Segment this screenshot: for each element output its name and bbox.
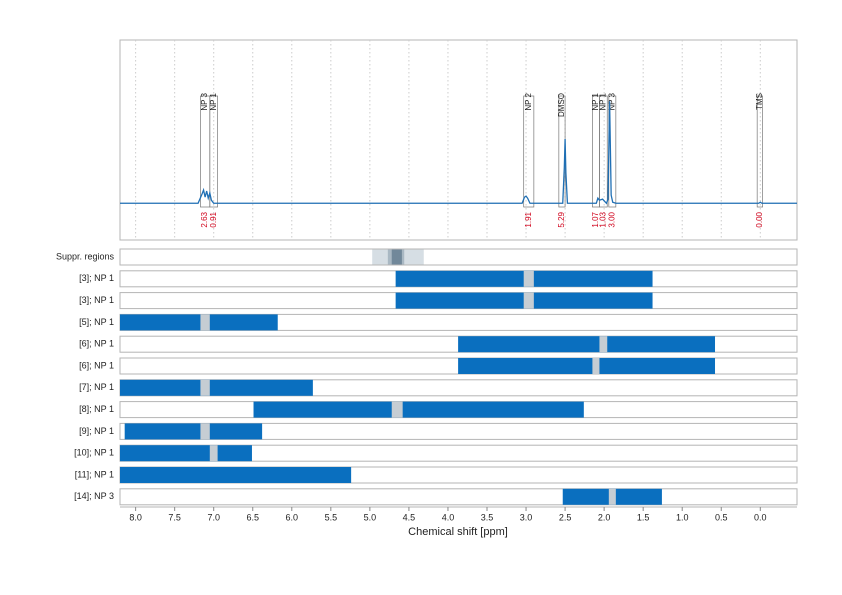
integral-label: 1.03 [598,211,607,227]
x-tick-label: 4.5 [403,512,416,522]
suppression-region [391,249,402,265]
spectrum-panel [119,39,798,241]
x-axis-title: Chemical shift [ppm] [408,526,508,538]
x-tick-label: 5.0 [364,512,377,522]
row-frame [119,422,798,440]
x-tick-label: 0.0 [754,512,767,522]
region-label: NP 2 [524,92,533,110]
x-tick-label: 6.5 [246,512,259,522]
row-label: [7]; NP 1 [79,382,114,392]
x-tick-label: 7.0 [207,512,220,522]
x-tick-label: 6.0 [286,512,299,522]
integral-label: 5.29 [557,211,566,227]
x-tick-label: 3.0 [520,512,533,522]
range-bar [458,358,716,374]
range-gap [599,336,608,353]
region-label: NP 1 [209,92,218,110]
range-gap [209,445,218,462]
x-tick-label: 3.5 [481,512,494,522]
range-gap [523,292,534,309]
region-label: TMS [755,93,764,110]
row-label: [14]; NP 3 [74,491,114,501]
row-label: Suppr. regions [56,251,115,261]
row-label: [6]; NP 1 [79,360,114,370]
region-label: NP 3 [200,92,209,110]
row-label: [6]; NP 1 [79,339,114,349]
integral-label: 1.07 [591,211,600,227]
region-label: NP 3 [607,92,616,110]
x-tick-label: 1.5 [637,512,650,522]
range-gap [391,401,403,418]
x-tick-label: 1.0 [676,512,689,522]
region-label: NP 1 [591,92,600,110]
region-label: NP 1 [598,92,607,110]
range-gap [608,488,616,505]
row-label: [9]; NP 1 [79,426,114,436]
row-frame [119,248,798,266]
row-label: [5]; NP 1 [79,317,114,327]
integration-region [592,95,600,208]
range-gap [200,423,210,440]
range-gap [523,270,534,287]
row-label: [8]; NP 1 [79,404,114,414]
range-bar [120,445,252,462]
range-gap [200,314,210,331]
integration-region [756,95,763,208]
x-tick-label: 7.5 [168,512,181,522]
x-tick-label: 5.5 [325,512,338,522]
range-bar [458,336,716,353]
x-tick-label: 2.0 [598,512,611,522]
row-label: [3]; NP 1 [79,295,114,305]
range-gap [200,379,210,396]
range-bar [120,379,313,396]
range-bar [124,423,263,440]
x-tick-label: 4.0 [442,512,455,522]
row-label: [11]; NP 1 [75,469,114,479]
row-frame [119,488,798,506]
range-bar [120,467,352,483]
integral-label: 2.63 [200,211,209,227]
region-label: DMSO [557,93,566,117]
x-tick-label: 8.0 [129,512,142,522]
integration-region [209,95,218,208]
range-bar [253,401,584,418]
integral-label: 0.00 [755,211,764,227]
row-label: [3]; NP 1 [79,273,114,283]
range-bar [120,314,278,331]
integration-region [200,95,211,208]
integral-label: 3.00 [607,211,616,227]
integration-region [599,95,608,208]
integration-region [523,95,535,208]
x-tick-label: 2.5 [559,512,572,522]
spectrum-line [120,101,797,205]
row-label: [10]; NP 1 [74,448,114,458]
integral-label: 1.91 [524,211,533,227]
x-tick-label: 0.5 [715,512,728,522]
integral-label: 0.91 [209,211,218,227]
range-gap [592,358,600,374]
